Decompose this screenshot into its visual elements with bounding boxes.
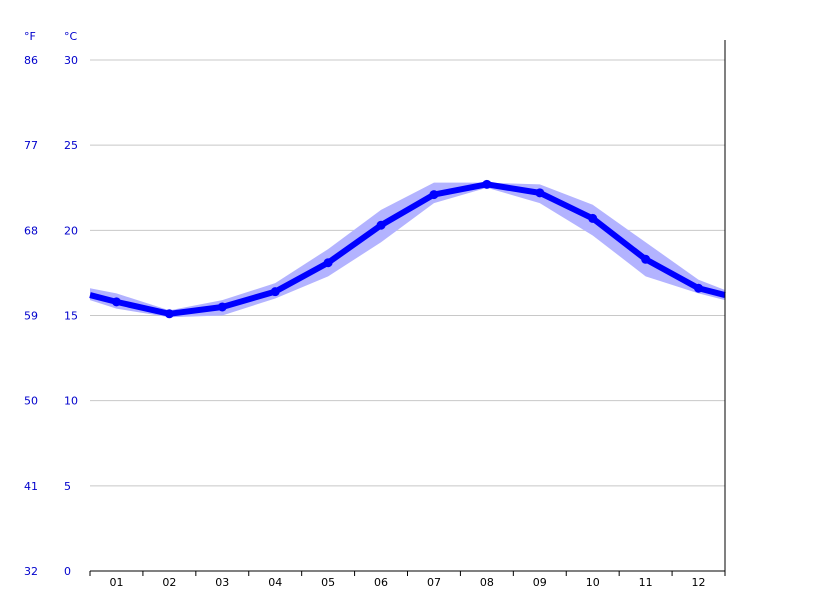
axes [89,40,726,576]
axis-labels: °F °C 0 32 5 41 10 50 15 59 20 68 25 77 30 86 01 02 03 04… [24,30,706,589]
celsius-tick-label: 15 [64,310,78,323]
data-point [588,213,598,223]
series-line [89,181,726,317]
data-point [641,254,651,264]
data-point [482,179,492,189]
month-tick-label: 04 [268,576,282,589]
fahrenheit-unit-label: °F [24,30,36,43]
month-tick-label: 09 [533,576,547,589]
data-point [164,309,174,319]
month-tick-label: 01 [109,576,123,589]
celsius-tick-label: 5 [64,480,71,493]
month-tick-label: 05 [321,576,335,589]
month-tick-label: 12 [692,576,706,589]
month-tick-label: 03 [215,576,229,589]
data-point [270,287,280,297]
data-point [694,283,704,293]
temperature-range-band [90,182,725,318]
celsius-tick-label: 30 [64,54,78,67]
celsius-tick-label: 0 [64,565,71,578]
data-point [429,190,439,200]
fahrenheit-tick-label: 77 [24,139,38,152]
fahrenheit-tick-label: 59 [24,310,38,323]
month-tick-label: 02 [162,576,176,589]
data-point [217,302,227,312]
data-point [111,297,121,307]
month-tick-label: 07 [427,576,441,589]
month-tick-label: 10 [586,576,600,589]
month-tick-label: 08 [480,576,494,589]
celsius-tick-label: 10 [64,395,78,408]
month-tick-label: 11 [639,576,653,589]
fahrenheit-tick-label: 32 [24,565,38,578]
data-point [535,188,545,198]
fahrenheit-tick-label: 86 [24,54,38,67]
celsius-tick-label: 20 [64,224,78,237]
data-point [323,258,333,268]
data-point [376,220,386,230]
temperature-series [89,179,726,319]
range-band [90,182,725,318]
fahrenheit-tick-label: 68 [24,224,38,237]
fahrenheit-tick-label: 41 [24,480,38,493]
grid-lines [90,59,725,487]
celsius-unit-label: °C [64,30,78,43]
fahrenheit-tick-label: 50 [24,395,38,408]
month-tick-label: 06 [374,576,388,589]
celsius-tick-label: 25 [64,139,78,152]
